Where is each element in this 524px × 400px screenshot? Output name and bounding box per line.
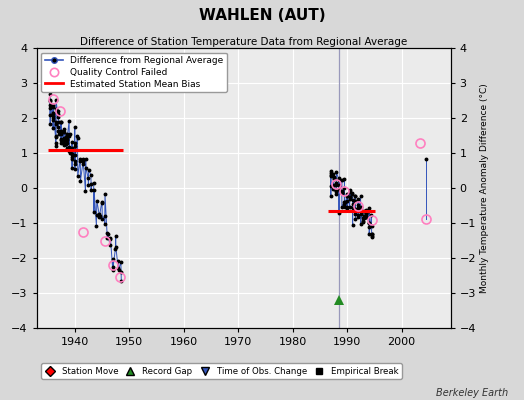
Text: WAHLEN (AUT): WAHLEN (AUT) — [199, 8, 325, 23]
Text: Berkeley Earth: Berkeley Earth — [436, 388, 508, 398]
Legend: Station Move, Record Gap, Time of Obs. Change, Empirical Break: Station Move, Record Gap, Time of Obs. C… — [41, 363, 402, 379]
Title: Difference of Station Temperature Data from Regional Average: Difference of Station Temperature Data f… — [80, 37, 407, 47]
Y-axis label: Monthly Temperature Anomaly Difference (°C): Monthly Temperature Anomaly Difference (… — [481, 83, 489, 293]
